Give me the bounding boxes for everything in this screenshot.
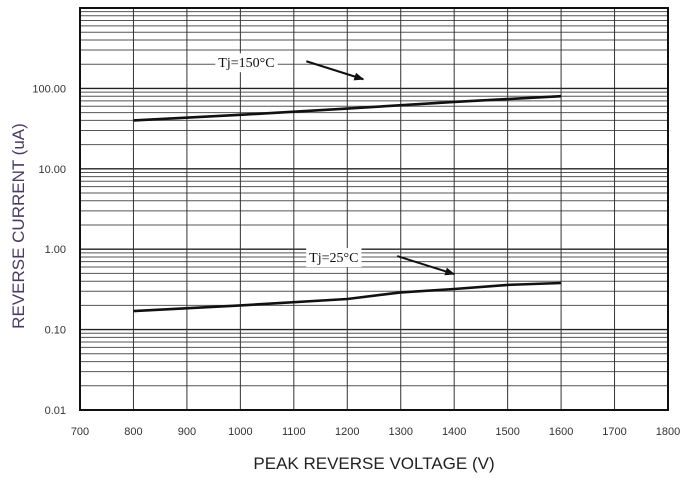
x-tick-label: 1800 [656, 426, 680, 438]
grid [79, 8, 669, 411]
y-tick-label: 1.00 [45, 244, 66, 256]
annotation-label-bg [306, 248, 362, 268]
x-axis-title: PEAK REVERSE VOLTAGE (V) [253, 454, 494, 473]
x-tick-label: 1100 [282, 426, 306, 438]
series-line [133, 94, 562, 122]
annotations: Tj=150°C Tj=25°C [215, 53, 456, 276]
y-tick-label: 0.01 [45, 405, 66, 417]
series-line [133, 281, 562, 313]
annotation-arrow [396, 255, 456, 276]
x-tick-label: 1700 [602, 426, 626, 438]
tick-labels: 700 800 900 1000 1100 1200 1300 1400 1500 1600 170… [32, 83, 680, 438]
series-annotation-label: Tj=150°C [218, 56, 274, 71]
x-tick-label: 1000 [228, 426, 252, 438]
x-tick-label: 900 [178, 426, 196, 438]
y-tick-label: 10.00 [38, 164, 66, 176]
x-tick-label: 700 [71, 426, 89, 438]
annotation-arrow [306, 60, 365, 81]
x-tick-label: 800 [124, 426, 142, 438]
x-tick-label: 1400 [442, 426, 466, 438]
annotation-label-bg [215, 53, 278, 73]
y-axis-title: REVERSE CURRENT (uA) [9, 123, 28, 329]
plot-frame [79, 7, 669, 411]
x-tick-label: 1500 [495, 426, 519, 438]
series-lines [133, 94, 562, 313]
x-tick-label: 1200 [335, 426, 359, 438]
x-tick-label: 1600 [549, 426, 573, 438]
series-annotation-label: Tj=25°C [309, 251, 358, 266]
x-tick-label: 1300 [388, 426, 412, 438]
y-tick-label: 0.10 [45, 325, 66, 337]
y-tick-label: 100.00 [32, 83, 66, 95]
